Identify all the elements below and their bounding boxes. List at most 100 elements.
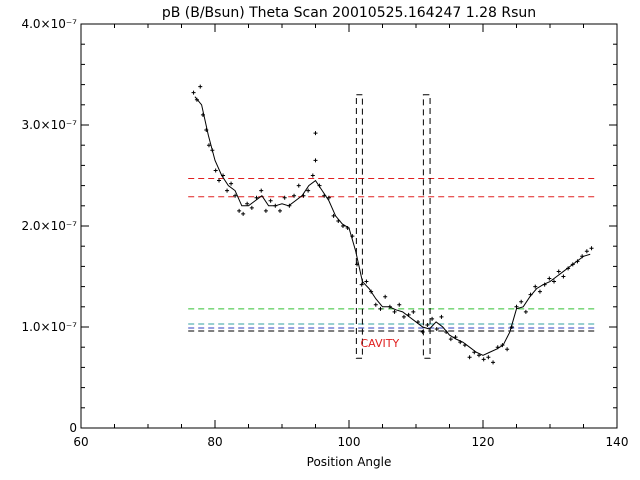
data-point [411,309,416,314]
data-point [301,193,306,198]
data-point [444,330,449,335]
data-point [481,357,486,362]
data-point [287,203,292,208]
data-point [509,325,514,329]
data-point [282,195,287,200]
data-point [292,193,297,198]
data-point [387,304,392,309]
data-point [472,350,477,355]
data-point [200,112,205,117]
chart-title: pB (B/Bsun) Theta Scan 20010525.164247 1… [162,5,536,21]
x-axis-label: Position Angle [307,455,392,469]
data-point [392,309,397,314]
data-point [336,218,341,223]
data-point [277,208,282,213]
data-point [313,131,318,136]
data-point [416,319,421,324]
data-point [254,195,259,200]
data-point [306,188,311,193]
data-point [345,226,350,231]
data-point [575,259,580,264]
data-point [296,183,301,188]
data-point [528,292,533,297]
data-point [500,343,505,348]
data-point [584,249,589,254]
data-point [561,274,566,279]
data-point [476,353,481,358]
data-point [268,198,273,203]
data-point [229,181,234,186]
data-point [542,282,547,287]
data-point [263,208,268,213]
data-point [439,314,444,319]
data-point [221,173,226,178]
data-point [191,90,196,95]
data-point [213,168,218,173]
data-point [206,143,211,148]
data-point [570,262,575,267]
data-point [406,312,411,317]
data-point [533,284,538,289]
y-tick-label: 4.0×10⁻⁷ [21,17,77,31]
data-point [313,158,318,163]
data-point [434,327,439,332]
data-point [210,148,215,153]
data-point [523,309,528,314]
region-box [355,94,363,359]
data-point [364,279,369,284]
data-point [245,201,250,206]
x-tick-label: 60 [73,435,88,449]
data-point [378,306,383,311]
data-point [233,193,238,198]
data-point [486,355,491,360]
data-point [401,314,406,319]
data-point [467,355,472,360]
data-point [194,97,199,102]
data-point [589,246,594,251]
y-tick-label: 0 [69,421,77,435]
data-point [322,193,327,198]
data-point [225,188,230,193]
data-point [448,337,453,342]
data-point [491,360,496,365]
data-point [310,173,315,178]
data-point [519,299,524,304]
y-tick-label: 2.0×10⁻⁷ [21,219,77,233]
data-point [373,302,378,307]
data-point [249,205,254,210]
data-point [273,203,278,208]
data-point [495,345,500,350]
data-point [198,84,203,89]
data-point [331,213,336,218]
data-point [326,195,331,200]
data-point [369,289,374,294]
data-point [537,289,542,294]
data-point [552,279,557,284]
data-point [359,282,364,287]
data-point [350,234,355,239]
data-point [259,188,264,193]
data-point [383,294,388,299]
data-point [397,302,402,307]
data-point [420,330,425,335]
region-box [422,94,431,359]
data-point [556,269,561,274]
data-point [237,208,242,213]
y-tick-label: 1.0×10⁻⁷ [21,320,77,334]
data-point [217,178,222,183]
data-point [580,254,585,259]
data-point [566,266,571,271]
data-point [204,128,209,133]
data-point [453,335,458,340]
data-point [425,322,430,327]
data-line [194,96,591,356]
data-point [317,183,322,188]
data-point [355,262,360,267]
data-point [458,340,463,345]
data-point [547,276,552,281]
data-point [514,304,519,309]
data-point [505,347,510,352]
data-point [241,211,246,216]
annotation: CAVITY [360,337,399,350]
